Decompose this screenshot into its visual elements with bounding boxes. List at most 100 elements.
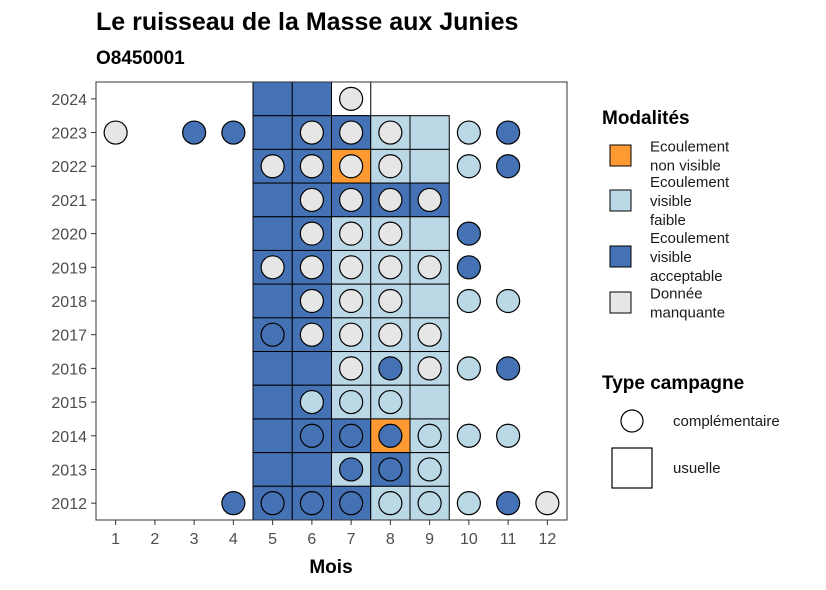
point-2012-9 [417, 491, 442, 516]
legend-label-line: non visible [650, 158, 721, 175]
y-tick-label: 2014 [51, 429, 87, 446]
point-2017-6 [299, 322, 324, 347]
point-2016-11 [496, 356, 521, 381]
point-2014-7 [339, 423, 364, 448]
point-2020-8 [378, 221, 403, 246]
point-2017-5 [260, 322, 285, 347]
point-2022-6 [299, 154, 324, 179]
legend-label-line: Ecoulement [650, 174, 730, 191]
tile-2013-5 [252, 452, 293, 487]
points-layer [103, 86, 560, 516]
point-2016-10 [456, 356, 481, 381]
point-2020-6 [299, 221, 324, 246]
point-2012-4 [221, 491, 246, 516]
x-axis-title: Mois [309, 557, 352, 578]
x-axis: 1 2 3 4 5 6 7 8 9 10 11 12 [111, 520, 556, 548]
point-2019-7 [339, 255, 364, 280]
point-2021-6 [299, 187, 324, 213]
point-2014-9 [417, 423, 442, 448]
tile-2022-9 [409, 148, 450, 184]
point-2022-10 [456, 154, 481, 179]
point-2023-3 [182, 120, 207, 145]
legend-label-line: visible [650, 249, 692, 266]
tile-2016-6 [291, 351, 332, 386]
tile-2023-5 [252, 115, 293, 150]
point-2017-9 [417, 322, 442, 347]
legend-label-line: visible [650, 193, 692, 210]
y-tick-label: 2020 [51, 227, 87, 244]
tile-2015-9 [409, 384, 450, 420]
legend-campagne-title: Type campagne [602, 373, 744, 394]
point-2013-7 [339, 457, 364, 482]
legend-key-square [611, 447, 653, 489]
point-2022-11 [496, 154, 521, 179]
legend-label-line: Donnée [650, 286, 703, 303]
point-2022-5 [260, 154, 285, 179]
x-tick-label: 9 [425, 531, 434, 548]
point-2016-7 [339, 356, 364, 381]
y-tick-label: 2018 [51, 294, 87, 311]
x-tick-label: 1 [111, 531, 120, 548]
point-2012-10 [456, 491, 481, 516]
point-2022-7 [339, 154, 364, 179]
point-2014-6 [299, 423, 324, 448]
legend-key-circle [620, 409, 644, 433]
legend-modalites-title: Modalités [602, 108, 690, 129]
point-2023-7 [339, 120, 364, 145]
tile-2020-9 [409, 216, 450, 251]
point-2018-8 [378, 288, 403, 314]
point-2019-9 [417, 255, 442, 280]
x-tick-label: 8 [386, 531, 395, 548]
x-tick-label: 11 [500, 531, 517, 548]
y-tick-label: 2024 [51, 92, 87, 109]
point-2023-11 [496, 120, 521, 145]
point-2013-9 [417, 457, 442, 482]
y-tick-label: 2022 [51, 159, 87, 176]
point-2012-8 [378, 491, 403, 516]
y-tick-label: 2021 [51, 193, 87, 210]
tile-2024-6 [291, 81, 332, 117]
point-2021-7 [339, 187, 364, 213]
point-2019-8 [378, 255, 403, 280]
point-2015-8 [378, 389, 403, 415]
tile-2018-5 [252, 283, 293, 319]
point-2020-7 [339, 221, 364, 246]
legend-label-line: faible [650, 212, 686, 229]
legend-label: usuelle [673, 460, 721, 477]
point-2018-6 [299, 288, 324, 314]
point-2014-8 [378, 423, 403, 448]
point-2012-12 [535, 491, 560, 516]
legend-label-line: Ecoulement [650, 139, 730, 156]
point-2023-1 [103, 120, 128, 145]
legend-label: complémentaire [673, 413, 780, 430]
point-2012-5 [260, 491, 285, 516]
point-2015-6 [299, 389, 324, 415]
point-2020-10 [456, 221, 481, 246]
legend-campagne: Type campagne complémentaire usuelle [602, 373, 780, 489]
tile-2013-6 [291, 452, 332, 487]
x-tick-label: 10 [460, 531, 478, 548]
point-2012-6 [299, 491, 324, 516]
point-2017-7 [339, 322, 364, 347]
point-2023-6 [299, 120, 324, 145]
x-tick-label: 7 [347, 531, 356, 548]
tile-2021-5 [252, 182, 293, 218]
tile-2014-5 [252, 418, 293, 454]
y-tick-label: 2013 [51, 462, 87, 479]
x-tick-label: 12 [538, 531, 556, 548]
y-tick-label: 2016 [51, 361, 87, 378]
tile-2016-5 [252, 351, 293, 386]
point-2023-8 [378, 120, 403, 145]
legend-key-non_visible [609, 144, 632, 167]
chart-title: Le ruisseau de la Masse aux Junies [96, 8, 518, 36]
legend-key-visible_acceptable [609, 245, 632, 268]
point-2023-10 [456, 120, 481, 145]
tile-2024-5 [252, 81, 293, 117]
x-tick-label: 2 [150, 531, 159, 548]
legend-label-line: manquante [650, 305, 725, 322]
point-2021-9 [417, 187, 442, 213]
point-2018-11 [496, 288, 521, 314]
point-2016-9 [417, 356, 442, 381]
